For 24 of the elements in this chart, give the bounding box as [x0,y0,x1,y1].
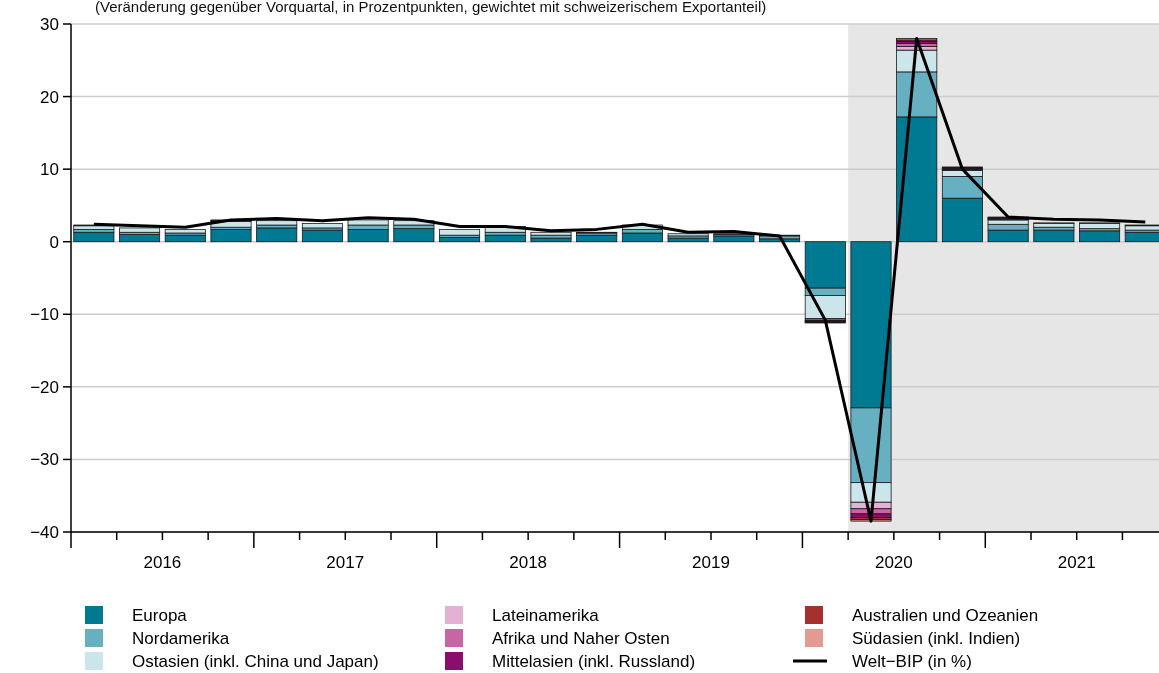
x-tick-label: 2019 [692,553,730,572]
x-tick-label: 2016 [143,553,182,572]
y-tick-label: 20 [40,87,59,107]
legend-label: Afrika und Naher Osten [492,628,670,648]
legend-label: Australien und Ozeanien [852,605,1039,625]
legend-label: Europa [132,605,188,625]
y-tick-label: −20 [30,377,59,397]
x-tick-label: 2021 [1057,553,1096,572]
x-tick-label: 2020 [874,553,913,572]
legend-label: Mittelasien (inkl. Russland) [492,651,696,671]
legend-label: Nordamerika [132,628,230,648]
legend-label: Südasien (inkl. Indien) [852,628,1021,648]
legend-label: Ostasien (inkl. China und Japan) [132,651,379,671]
chart-subtitle: (Veränderung gegenüber Vorquartal, in Prozentpunkten, gewichtet mit schweizerischem Exportanteil) [95,0,767,15]
x-tick-label: 2017 [326,553,365,572]
y-tick-label: −40 [30,522,59,542]
legend-label: Welt−BIP (in %) [852,651,972,671]
y-tick-label: 0 [49,232,59,252]
legend-label: Lateinamerika [492,605,600,625]
y-tick-label: −30 [30,450,59,470]
y-tick-label: 30 [40,14,59,34]
x-tick-label: 2018 [509,553,548,572]
y-tick-label: 10 [40,160,59,180]
y-tick-label: −10 [30,305,59,325]
